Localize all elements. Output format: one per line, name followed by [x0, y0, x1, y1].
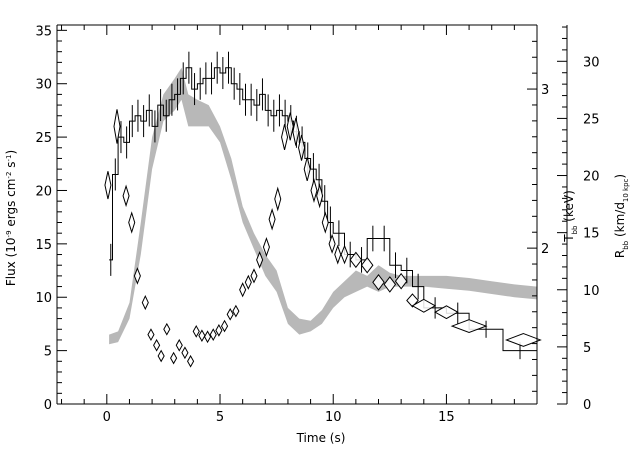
y3-tick-label: 15 [583, 227, 600, 242]
radius-diamond [360, 256, 374, 274]
x-tick-label: 5 [216, 410, 224, 425]
radius-diamond [181, 346, 189, 360]
y-tick-label: 35 [35, 24, 52, 39]
y-axis-label-units-a: ergs cm [4, 179, 18, 231]
y3-tick-label: 10 [583, 284, 600, 299]
y3-axis-label-close: ) [613, 174, 627, 179]
radius-diamond [434, 305, 459, 320]
radius-diamond [192, 325, 200, 338]
y3-tick-label: 0 [583, 398, 591, 413]
radius-diamond [394, 272, 408, 290]
radius-diamond [128, 211, 136, 234]
radius-diamond [292, 117, 300, 146]
y3-axis-label-main: R [613, 250, 627, 258]
radius-diamond [316, 183, 324, 209]
radius-diamond [232, 304, 240, 318]
radius-diamond [298, 134, 306, 161]
radius-diamond [141, 294, 149, 311]
radius-diamond [163, 322, 171, 336]
radius-diamond [340, 244, 349, 265]
y3-axis-label-sub: bb [622, 240, 630, 249]
y2-tick-label: 2 [541, 242, 549, 257]
y2-tick-label: 3 [541, 83, 549, 98]
radius-diamond [328, 233, 336, 254]
y3-axis-label: Rbb (km/d10 kpc) [613, 174, 630, 258]
radius-diamond [303, 157, 311, 181]
radius-diamond [411, 298, 437, 313]
y-axis-label-exp-cm: -2 [5, 172, 13, 179]
y-axis-label: Flux (10-9 ergs cm-2 s-1) [4, 150, 18, 286]
y-axis-label-main: Flux (10 [4, 237, 18, 286]
radius-diamond [268, 208, 276, 231]
axes-layer [56, 24, 568, 405]
y3-tick-label: 5 [583, 341, 591, 356]
y-tick-label: 0 [44, 398, 52, 413]
radius-diamond [505, 333, 542, 347]
radius-diamond [274, 186, 282, 212]
radius-diamond [203, 330, 212, 344]
y-tick-label: 30 [35, 78, 52, 93]
y2-axis-label-units: (keV) [562, 190, 576, 225]
y3-tick-label: 25 [583, 112, 600, 127]
y-axis-label-exp: -9 [5, 230, 13, 237]
x-tick-label: 15 [438, 410, 455, 425]
radius-diamond [406, 293, 419, 308]
radius-diamond [153, 338, 161, 352]
radius-diamond [244, 274, 252, 290]
y3-tick-label: 30 [583, 55, 600, 70]
radius-diamond [157, 349, 165, 363]
y-tick-label: 5 [44, 345, 52, 360]
radius-diamond [226, 307, 234, 321]
radius-diamond [175, 338, 183, 352]
y2-axis-label-main: T [562, 234, 576, 243]
model-band-layer [109, 67, 537, 345]
radius-diamond [113, 109, 121, 144]
y-tick-label: 10 [35, 291, 52, 306]
radius-diamond [198, 329, 206, 343]
radius-diamond [133, 267, 141, 285]
flux-histogram-line [109, 67, 537, 352]
radius-diamond [450, 319, 488, 334]
radius-diamonds-layer [104, 109, 542, 368]
radius-diamond [104, 171, 112, 200]
radius-diamond [321, 211, 329, 234]
y3-tick-label: 20 [583, 170, 600, 185]
y-axis-label-close: ) [4, 150, 18, 155]
radius-diamond [147, 328, 155, 341]
radius-diamond [372, 273, 385, 291]
radius-diamond [122, 184, 130, 208]
flux-histogram-layer [109, 51, 537, 360]
radius-diamond [349, 251, 363, 269]
radius-diamond [334, 244, 342, 265]
y2-axis-label-sub: bb [571, 225, 579, 234]
radius-diamond [256, 251, 264, 269]
radius-diamond [262, 237, 270, 258]
x-tick-label: 10 [325, 410, 342, 425]
radius-diamond [215, 323, 223, 337]
x-axis-label: Time (s) [296, 431, 346, 445]
radius-diamond [209, 328, 217, 341]
y-axis-label-units-b: s [4, 162, 18, 172]
y-tick-label: 20 [35, 184, 52, 199]
radius-diamond [220, 319, 229, 333]
radius-diamond [250, 268, 258, 284]
y2-axis-label: Tbb (keV) [562, 190, 579, 243]
radius-diamond [170, 351, 178, 365]
radius-diamond [310, 177, 318, 204]
y3-axis-label-units-open: (km/d [613, 202, 627, 241]
model-band [109, 67, 537, 345]
y-tick-label: 15 [35, 238, 52, 253]
radius-diamond [187, 354, 195, 368]
radius-diamond [383, 276, 397, 293]
y3-axis-label-sub2: 10 kpc [622, 178, 630, 202]
radius-diamond [286, 112, 294, 141]
radius-diamond [281, 124, 289, 151]
y-tick-label: 25 [35, 131, 52, 146]
y-axis-label-exp-s: -1 [5, 155, 13, 162]
radius-diamond [239, 282, 247, 298]
x-tick-label: 0 [103, 410, 111, 425]
